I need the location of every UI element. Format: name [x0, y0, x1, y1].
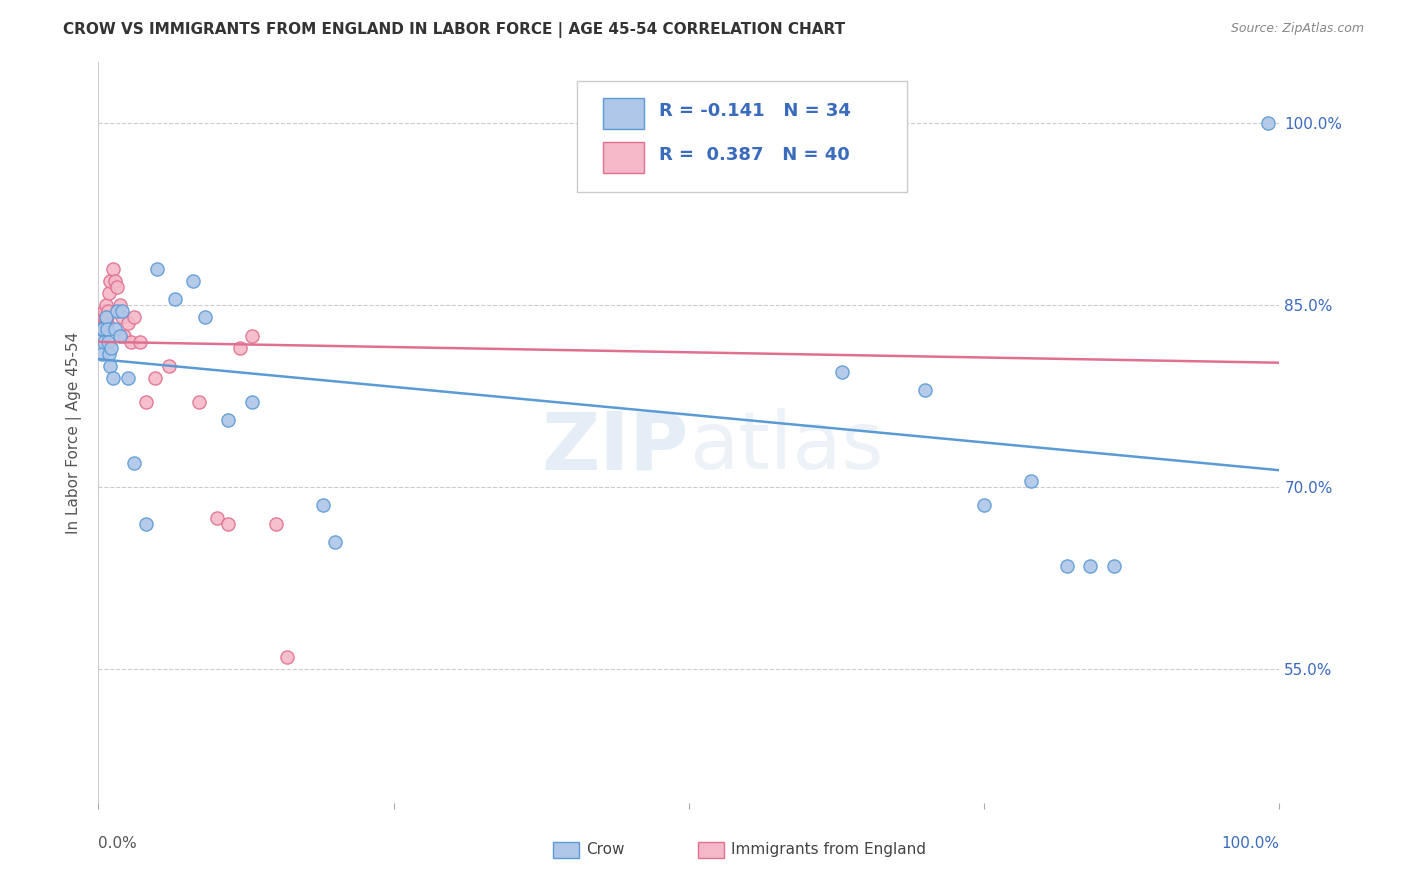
- Point: [194, 310, 217, 325]
- Text: R = -0.141   N = 34: R = -0.141 N = 34: [659, 102, 851, 120]
- Point: [105, 280, 128, 294]
- Point: [91, 310, 114, 325]
- Point: [108, 328, 131, 343]
- Point: [94, 317, 117, 331]
- Point: [157, 359, 180, 373]
- Point: [831, 365, 853, 379]
- Point: [914, 383, 936, 397]
- Point: [112, 328, 135, 343]
- Point: [94, 310, 117, 325]
- FancyBboxPatch shape: [576, 81, 907, 192]
- Bar: [699, 842, 724, 858]
- Point: [94, 298, 117, 312]
- Point: [323, 534, 346, 549]
- Point: [973, 499, 995, 513]
- Point: [100, 341, 122, 355]
- Point: [91, 322, 114, 336]
- Point: [98, 359, 121, 373]
- Point: [101, 261, 124, 276]
- Point: [1102, 559, 1125, 574]
- Point: [181, 274, 204, 288]
- Point: [146, 261, 169, 276]
- Point: [91, 317, 114, 331]
- Point: [96, 317, 118, 331]
- Point: [104, 322, 127, 336]
- Point: [97, 334, 120, 349]
- Point: [97, 304, 120, 318]
- Text: ZIP: ZIP: [541, 409, 689, 486]
- Point: [135, 395, 157, 409]
- Text: R =  0.387   N = 40: R = 0.387 N = 40: [659, 146, 851, 164]
- Text: CROW VS IMMIGRANTS FROM ENGLAND IN LABOR FORCE | AGE 45-54 CORRELATION CHART: CROW VS IMMIGRANTS FROM ENGLAND IN LABOR…: [63, 22, 845, 38]
- Point: [105, 304, 128, 318]
- Point: [93, 317, 115, 331]
- Text: 0.0%: 0.0%: [98, 836, 138, 851]
- Point: [713, 128, 735, 143]
- Point: [1257, 116, 1279, 130]
- Point: [90, 322, 112, 336]
- Point: [205, 510, 228, 524]
- Point: [93, 304, 115, 318]
- Point: [122, 456, 145, 470]
- Text: Immigrants from England: Immigrants from England: [731, 842, 927, 857]
- Point: [135, 516, 157, 531]
- Point: [276, 650, 298, 665]
- Point: [91, 347, 114, 361]
- Point: [165, 292, 187, 306]
- Point: [217, 516, 239, 531]
- Point: [312, 499, 335, 513]
- Point: [128, 334, 150, 349]
- Point: [1021, 474, 1043, 488]
- Point: [111, 310, 134, 325]
- Point: [90, 310, 112, 325]
- Point: [217, 413, 239, 427]
- Point: [143, 371, 166, 385]
- Point: [122, 310, 145, 325]
- Point: [91, 317, 114, 331]
- Point: [91, 322, 114, 336]
- Point: [117, 317, 139, 331]
- Bar: [603, 143, 644, 173]
- Point: [98, 347, 121, 361]
- Bar: [553, 842, 579, 858]
- Y-axis label: In Labor Force | Age 45-54: In Labor Force | Age 45-54: [66, 332, 83, 533]
- Point: [111, 304, 134, 318]
- Point: [98, 274, 121, 288]
- Point: [101, 371, 124, 385]
- Point: [90, 317, 112, 331]
- Point: [93, 334, 115, 349]
- Point: [240, 395, 263, 409]
- Point: [264, 516, 287, 531]
- Text: Source: ZipAtlas.com: Source: ZipAtlas.com: [1230, 22, 1364, 36]
- Point: [96, 310, 118, 325]
- Point: [240, 328, 263, 343]
- Point: [187, 395, 209, 409]
- Point: [91, 310, 114, 325]
- Point: [93, 310, 115, 325]
- Point: [96, 322, 118, 336]
- Text: Crow: Crow: [586, 842, 624, 857]
- Point: [90, 322, 112, 336]
- Point: [94, 310, 117, 325]
- Point: [117, 371, 139, 385]
- Bar: [603, 98, 644, 129]
- Point: [108, 298, 131, 312]
- Point: [104, 274, 127, 288]
- Point: [1080, 559, 1102, 574]
- Text: 100.0%: 100.0%: [1222, 836, 1279, 851]
- Point: [229, 341, 252, 355]
- Point: [121, 334, 143, 349]
- Point: [98, 286, 121, 301]
- Point: [1056, 559, 1078, 574]
- Text: atlas: atlas: [689, 409, 883, 486]
